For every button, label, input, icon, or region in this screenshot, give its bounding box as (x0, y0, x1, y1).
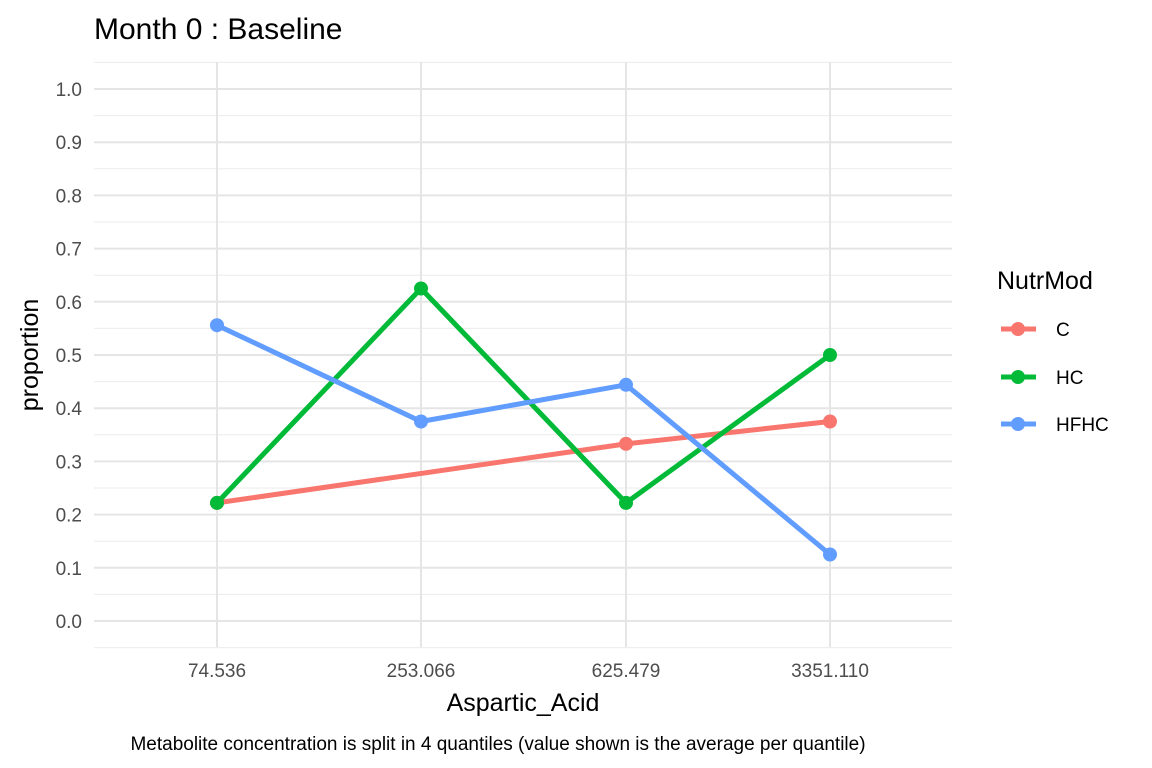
x-tick-label: 625.479 (592, 661, 661, 682)
legend: NutrMod C HC HFHC (997, 267, 1109, 436)
y-tick-label: 0.1 (56, 559, 82, 580)
chart-caption: Metabolite concentration is split in 4 q… (130, 734, 865, 755)
legend-key-point (1011, 322, 1025, 336)
data-point-hc (823, 348, 837, 362)
y-axis-ticks: 0.0 0.1 0.2 0.3 0.4 0.5 0.6 0.7 0.8 0.9 1.0 (56, 80, 83, 633)
y-tick-label: 0.0 (56, 612, 82, 633)
x-tick-label: 253.066 (387, 661, 456, 682)
chart-title: Month 0 : Baseline (94, 13, 342, 46)
series-points (210, 281, 837, 562)
data-point-hfhc (210, 318, 224, 333)
series-line-hfhc (215, 322, 832, 557)
legend-key-point (1011, 370, 1025, 384)
data-point-hc (619, 495, 633, 510)
data-point-hc (210, 495, 224, 510)
x-axis-ticks: 74.536 253.066 625.479 3351.110 (188, 661, 869, 682)
x-tick-label: 3351.110 (791, 661, 869, 682)
x-tick-label: 74.536 (188, 661, 246, 682)
data-point-hfhc (619, 377, 633, 392)
series-line-hc (215, 286, 832, 506)
y-tick-label: 0.9 (56, 133, 82, 154)
x-axis-title: Aspartic_Acid (447, 689, 600, 717)
data-point-hc (414, 281, 428, 296)
legend-label: HC (1056, 368, 1083, 389)
y-tick-label: 0.4 (56, 399, 83, 420)
grid (94, 61, 952, 649)
legend-key-point (1011, 417, 1025, 431)
y-tick-label: 0.3 (56, 452, 82, 473)
legend-title: NutrMod (997, 267, 1093, 295)
data-point-c (619, 436, 633, 451)
y-tick-label: 0.5 (56, 346, 82, 367)
legend-label: HFHC (1056, 415, 1109, 436)
data-point-hfhc (823, 547, 837, 562)
data-point-hfhc (414, 414, 428, 429)
legend-label: C (1056, 320, 1070, 341)
y-tick-label: 0.2 (56, 506, 82, 527)
y-tick-label: 0.7 (56, 240, 82, 261)
y-axis-title: proportion (16, 299, 44, 412)
y-tick-label: 1.0 (56, 80, 82, 101)
y-tick-label: 0.8 (56, 186, 82, 207)
y-tick-label: 0.6 (56, 293, 82, 314)
data-point-c (823, 414, 837, 429)
